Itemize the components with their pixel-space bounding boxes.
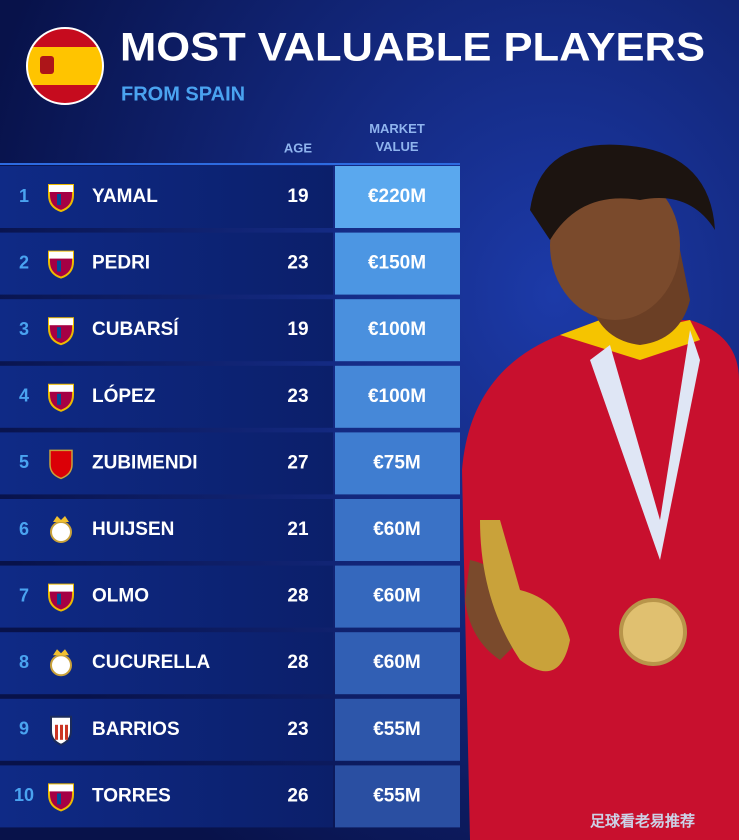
rank: 3 bbox=[19, 319, 29, 339]
player-name: PEDRI bbox=[92, 253, 150, 274]
club-badge-detail bbox=[49, 318, 73, 326]
player-photo bbox=[462, 144, 739, 840]
player-name: YAMAL bbox=[92, 186, 158, 207]
market-value: €75M bbox=[373, 452, 421, 473]
value-cell bbox=[335, 432, 460, 495]
age: 21 bbox=[287, 519, 309, 540]
club-badge bbox=[50, 654, 72, 677]
club-badge-detail bbox=[65, 724, 68, 740]
rank: 1 bbox=[19, 186, 29, 206]
rank: 9 bbox=[19, 719, 29, 739]
club-badge bbox=[49, 449, 73, 480]
column-header: AGE bbox=[284, 140, 313, 155]
rank: 6 bbox=[19, 519, 29, 539]
market-value: €100M bbox=[368, 386, 426, 407]
club-badge-detail bbox=[49, 584, 73, 592]
club-badge-detail bbox=[57, 393, 61, 405]
club-badge-detail bbox=[57, 260, 61, 272]
flag bbox=[27, 28, 103, 104]
age: 23 bbox=[287, 386, 308, 407]
age: 19 bbox=[287, 319, 308, 340]
market-value: €55M bbox=[373, 719, 421, 740]
flag-border bbox=[26, 27, 104, 105]
watermark: 足球看老易推荐 bbox=[590, 812, 695, 830]
column-header: MARKET VALUE bbox=[369, 121, 425, 154]
value-cell bbox=[335, 232, 460, 295]
age: 19 bbox=[287, 186, 308, 207]
title: MOST VALUABLE PLAYERS bbox=[120, 26, 705, 70]
age: 28 bbox=[287, 586, 308, 607]
player-name: CUBARSÍ bbox=[92, 318, 179, 340]
player-name: ZUBIMENDI bbox=[92, 452, 198, 473]
column-header-box: MARKET VALUE bbox=[369, 121, 425, 154]
club-badge-detail bbox=[49, 784, 73, 792]
player-name: CUCURELLA bbox=[92, 652, 210, 673]
player-name: TORRES bbox=[92, 785, 171, 806]
market-value: €60M bbox=[373, 519, 421, 540]
rank: 10 bbox=[14, 785, 34, 805]
age: 28 bbox=[287, 652, 308, 673]
value-cell bbox=[335, 698, 460, 761]
table: 1 YAMAL 19 €220M 2 PEDRI 23 €150M 3 CUBARSÍ 19 €100… bbox=[0, 166, 460, 828]
value-cell bbox=[335, 299, 460, 362]
club-badge-detail bbox=[57, 327, 61, 339]
club-badge-detail bbox=[60, 724, 63, 740]
value-cell bbox=[335, 365, 460, 428]
market-value: €60M bbox=[373, 652, 421, 673]
club-badge-detail bbox=[57, 194, 61, 205]
player-name: BARRIOS bbox=[92, 719, 180, 740]
club-badge-detail bbox=[55, 724, 58, 740]
club-badge-detail bbox=[57, 793, 61, 805]
club-badge-detail bbox=[53, 516, 69, 522]
age: 23 bbox=[287, 719, 308, 740]
rank: 5 bbox=[19, 452, 29, 472]
player-name: HUIJSEN bbox=[92, 519, 174, 540]
rank: 7 bbox=[19, 585, 29, 605]
value-cell bbox=[335, 565, 460, 628]
club-badge-detail bbox=[49, 185, 73, 192]
value-cell bbox=[335, 632, 460, 695]
rank: 4 bbox=[19, 386, 29, 406]
market-value: €100M bbox=[368, 319, 426, 340]
subtitle: FROM SPAIN bbox=[121, 83, 245, 105]
value-cell bbox=[335, 765, 460, 828]
club-badge-detail bbox=[53, 649, 69, 656]
age: 23 bbox=[287, 253, 308, 274]
club-badge-detail bbox=[57, 593, 61, 605]
market-value: €150M bbox=[368, 253, 426, 274]
rank: 2 bbox=[19, 252, 29, 272]
market-value: €60M bbox=[373, 586, 421, 607]
value-cell bbox=[335, 499, 460, 561]
club-badge-detail bbox=[49, 384, 73, 392]
age: 26 bbox=[287, 785, 308, 806]
rank: 8 bbox=[19, 652, 29, 672]
player-name: OLMO bbox=[92, 586, 149, 607]
market-value: €55M bbox=[373, 785, 421, 806]
player-name: LÓPEZ bbox=[92, 385, 156, 407]
value-cell bbox=[335, 166, 460, 228]
club-badge bbox=[50, 521, 72, 543]
club-badge-detail bbox=[49, 251, 73, 259]
market-value: €220M bbox=[368, 186, 426, 207]
age: 27 bbox=[287, 452, 308, 473]
